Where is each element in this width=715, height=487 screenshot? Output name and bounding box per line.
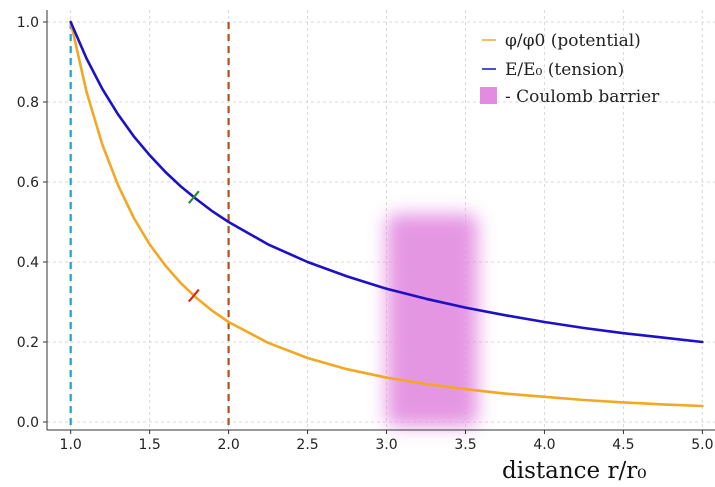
legend-label-tension: E/E₀ (tension) <box>505 60 624 80</box>
x-tick-label-6: 4.0 <box>533 437 555 453</box>
series-lines <box>69 20 704 408</box>
legend-label-potential: φ/φ0 (potential) <box>505 31 641 51</box>
y-tick-label-5: 1.0 <box>17 15 39 31</box>
axes <box>43 10 715 434</box>
legend-label-barrier: - Coulomb barrier <box>505 87 660 107</box>
x-tick-labels: 1.0 1.5 2.0 2.5 3.0 3.5 4.0 4.5 5.0 <box>60 437 714 453</box>
y-tick-label-4: 0.8 <box>17 95 39 111</box>
y-tick-label-1: 0.2 <box>17 335 39 351</box>
y-tick-label-2: 0.4 <box>17 255 39 271</box>
reference-lines <box>69 22 230 430</box>
y-tick-label-3: 0.6 <box>17 175 39 191</box>
legend: φ/φ0 (potential) E/E₀ (tension) - Coulom… <box>480 31 660 107</box>
y-tick-label-0: 0.0 <box>17 415 39 431</box>
x-tick-label-8: 5.0 <box>691 437 713 453</box>
x-tick-label-2: 2.0 <box>217 437 239 453</box>
x-tick-label-5: 3.5 <box>454 437 476 453</box>
legend-swatch-barrier <box>480 87 497 104</box>
x-tick-label-1: 1.5 <box>139 437 161 453</box>
y-tick-labels: 0.0 0.2 0.4 0.6 0.8 1.0 <box>17 15 39 431</box>
coulomb-barrier-region <box>386 214 478 426</box>
x-tick-label-4: 3.0 <box>375 437 397 453</box>
x-tick-label-3: 2.5 <box>296 437 318 453</box>
series-line-0 <box>69 20 704 408</box>
tick-markers <box>188 190 200 303</box>
curve-marker-1 <box>188 288 200 303</box>
coulomb-barrier-band <box>386 214 478 426</box>
series-line-1 <box>69 20 704 344</box>
x-tick-label-0: 1.0 <box>60 437 82 453</box>
x-tick-label-7: 4.5 <box>612 437 634 453</box>
curve-marker-0 <box>188 190 200 204</box>
x-axis-label: distance r/r₀ <box>502 458 646 484</box>
